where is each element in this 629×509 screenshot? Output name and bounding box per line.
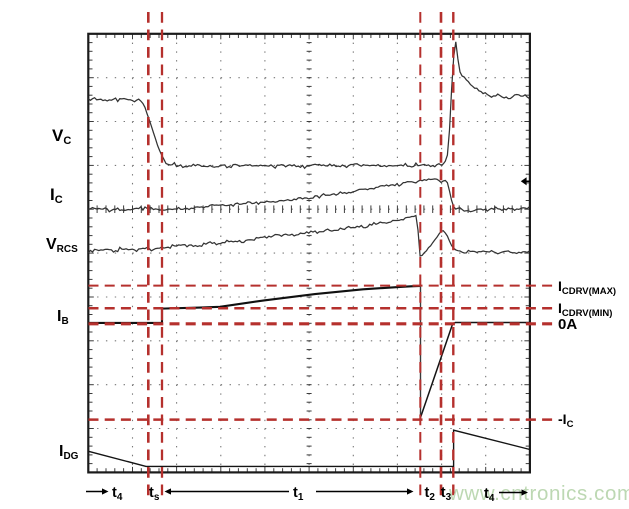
svg-text:t4: t4 xyxy=(112,485,123,503)
svg-text:t3: t3 xyxy=(441,485,452,503)
svg-text:IB: IB xyxy=(57,308,69,327)
svg-text:t2: t2 xyxy=(425,485,436,503)
svg-text:t1: t1 xyxy=(293,485,304,503)
svg-text:www.cntronics.com: www.cntronics.com xyxy=(448,482,629,505)
svg-text:0A: 0A xyxy=(558,316,577,333)
svg-text:t4: t4 xyxy=(484,486,495,504)
svg-text:ts: ts xyxy=(149,485,160,503)
